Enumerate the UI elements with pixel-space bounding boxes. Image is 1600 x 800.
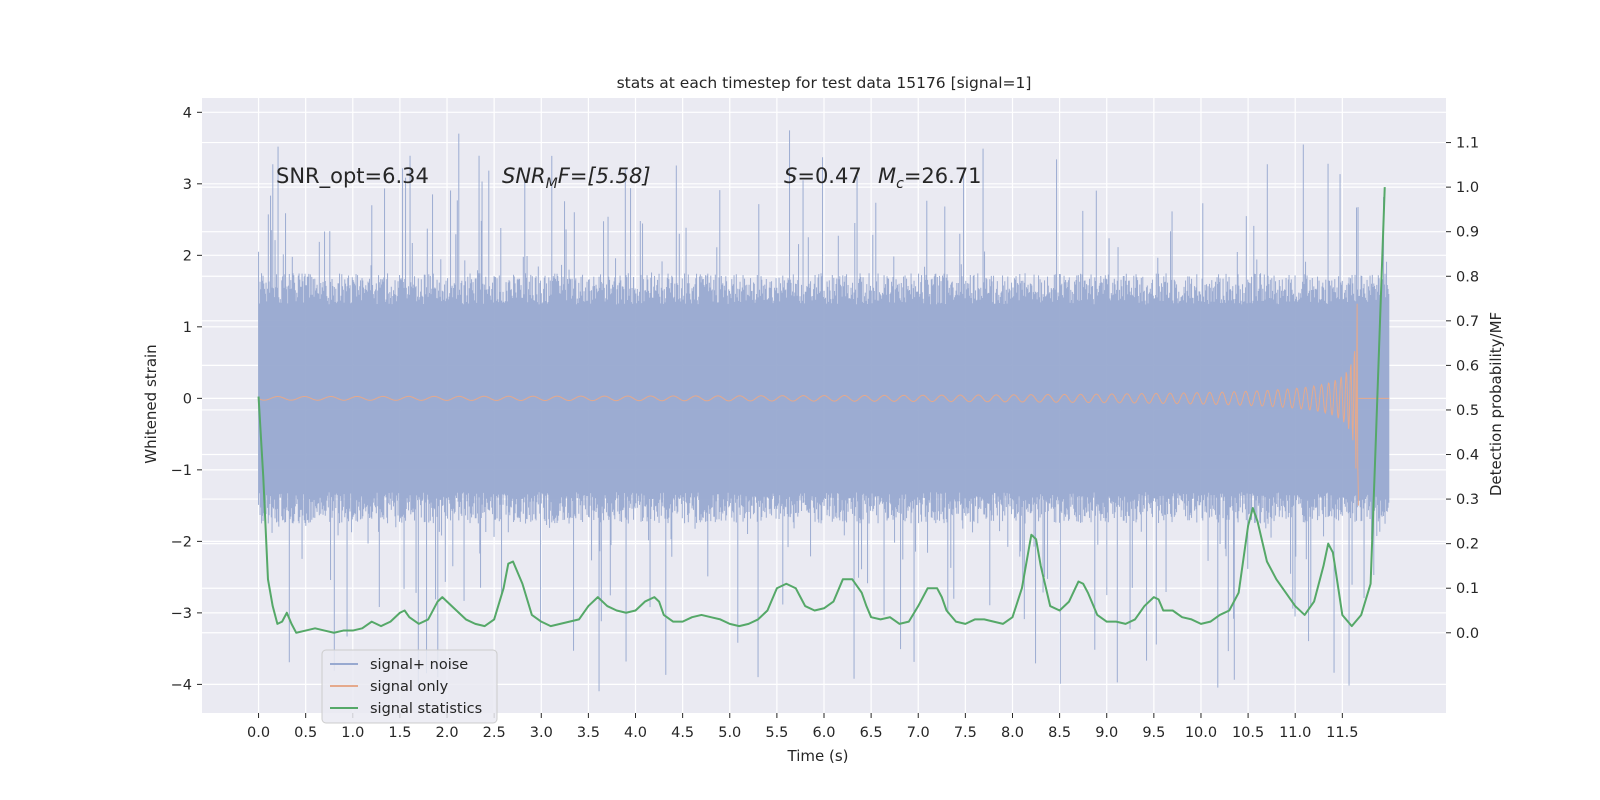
x-tick-label: 3.5	[577, 725, 600, 741]
y-axis-left: 4 3 2 1 0 −1 −2 −3 −4	[171, 105, 202, 693]
y-tick-label: 2	[183, 248, 192, 264]
mc-value: =26.71	[904, 164, 982, 188]
chart-title: stats at each timestep for test data 151…	[617, 74, 1032, 92]
snr-mf-annotation: SNRMF=[5.58]	[502, 164, 651, 192]
y-tick-label: 3	[183, 177, 192, 193]
y2-tick-label: 0.3	[1456, 492, 1479, 508]
snr-mf-subscript: M	[546, 176, 558, 192]
x-tick-label: 9.0	[1095, 725, 1118, 741]
x-tick-label: 10.0	[1185, 725, 1217, 741]
y-tick-label: −3	[171, 606, 192, 622]
y-tick-label: 1	[183, 320, 192, 336]
y2-tick-label: 1.1	[1456, 136, 1479, 152]
y-tick-label: 4	[183, 105, 192, 121]
x-tick-label: 5.5	[765, 725, 788, 741]
snr-mf-symbol: SNR	[502, 164, 546, 188]
s-value: =0.47	[797, 164, 861, 188]
x-tick-label: 4.0	[624, 725, 647, 741]
y-tick-label: −1	[171, 463, 192, 479]
y2-tick-label: 0.2	[1456, 537, 1479, 553]
x-tick-label: 6.5	[860, 725, 883, 741]
mc-subscript: c	[896, 176, 904, 192]
x-axis-label: Time (s)	[787, 747, 849, 765]
s-annotation: S=0.47	[784, 164, 862, 188]
x-tick-label: 10.5	[1232, 725, 1264, 741]
noise-trace	[258, 130, 1390, 692]
y2-tick-label: 1.0	[1456, 180, 1479, 196]
signal-series	[258, 303, 1390, 506]
x-tick-label: 4.5	[671, 725, 694, 741]
snr-opt-annotation: SNR_opt=6.34	[276, 164, 429, 189]
y2-tick-label: 0.6	[1456, 358, 1479, 374]
x-tick-label: 2.5	[483, 725, 506, 741]
x-tick-label: 7.0	[907, 725, 930, 741]
y2-tick-label: 0.7	[1456, 314, 1479, 330]
y2-tick-label: 0.9	[1456, 225, 1479, 241]
x-tick-label: 11.5	[1326, 725, 1358, 741]
mc-annotation: Mc=26.71	[878, 164, 982, 192]
snr-mf-value: F=[5.58]	[558, 164, 651, 188]
legend-label-signal: signal only	[370, 679, 449, 695]
stats-trace	[257, 187, 1386, 634]
y-tick-label: −4	[171, 677, 192, 693]
x-tick-label: 3.0	[530, 725, 553, 741]
x-tick-label: 1.5	[388, 725, 411, 741]
stats-series	[257, 187, 1386, 634]
x-tick-label: 9.5	[1142, 725, 1165, 741]
x-tick-label: 0.0	[247, 725, 270, 741]
x-tick-label: 1.0	[341, 725, 364, 741]
y2-axis-label: Detection probability/MF	[1487, 312, 1505, 496]
x-tick-label: 2.0	[435, 725, 458, 741]
signal-trace	[258, 303, 1390, 506]
x-tick-label: 11.0	[1279, 725, 1311, 741]
y-axis-label: Whitened strain	[142, 344, 160, 463]
noise-series	[258, 130, 1390, 692]
legend: signal+ noise signal only signal statist…	[321, 649, 498, 724]
legend-label-noise: signal+ noise	[370, 657, 468, 673]
x-tick-label: 5.0	[718, 725, 741, 741]
s-symbol: S	[784, 164, 797, 188]
y2-tick-label: 0.4	[1456, 448, 1479, 464]
y-axis-right: 1.1 1.0 0.9 0.8 0.7 0.6 0.5 0.4 0.3 0.2 0.1 0.0	[1446, 136, 1479, 642]
y-tick-label: −2	[171, 534, 192, 550]
mc-symbol: M	[878, 164, 896, 188]
x-tick-label: 8.0	[1001, 725, 1024, 741]
legend-box	[321, 649, 498, 724]
y2-tick-label: 0.5	[1456, 403, 1479, 419]
x-tick-label: 7.5	[954, 725, 977, 741]
x-axis: 0.0 0.5 1.0 1.5 2.0 2.5 3.0 3.5 4.0 4.5 5.0 5.5 6.0 6…	[247, 713, 1358, 741]
y2-tick-label: 0.8	[1456, 269, 1479, 285]
y2-tick-label: 0.0	[1456, 626, 1479, 642]
x-tick-label: 0.5	[294, 725, 317, 741]
y2-tick-label: 0.1	[1456, 581, 1479, 597]
x-tick-label: 6.0	[812, 725, 835, 741]
x-tick-label: 8.5	[1048, 725, 1071, 741]
legend-label-stats: signal statistics	[370, 701, 482, 717]
y-tick-label: 0	[183, 391, 192, 407]
